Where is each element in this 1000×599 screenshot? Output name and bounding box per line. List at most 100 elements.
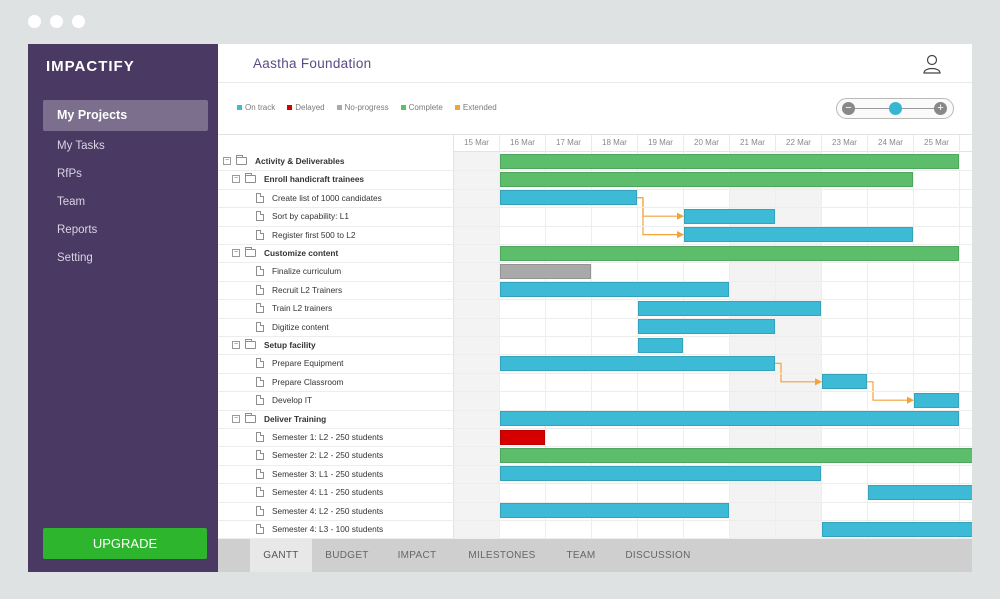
task-row[interactable]: Semester 3: L1 - 250 students <box>218 465 454 483</box>
sidebar: IMPACTIFY My Projects My Tasks RfPs Team Rep… <box>28 44 218 572</box>
tab-impact[interactable]: IMPACT <box>397 550 437 561</box>
zoom-in-icon[interactable]: + <box>934 102 947 115</box>
file-icon <box>256 432 264 442</box>
tab-gantt[interactable]: GANTT <box>250 539 312 572</box>
row-divider <box>218 464 972 466</box>
task-row[interactable]: Digitize content <box>218 318 454 336</box>
collapse-icon[interactable]: − <box>223 157 231 165</box>
task-row[interactable]: Semester 4: L2 - 250 students <box>218 502 454 520</box>
gantt-bar[interactable] <box>500 355 775 371</box>
task-row[interactable]: − Enroll handicraft trainees <box>218 170 454 188</box>
collapse-icon[interactable]: − <box>232 341 240 349</box>
gantt-bar[interactable] <box>500 429 545 445</box>
legend-swatch <box>400 105 406 110</box>
gantt-bar[interactable] <box>868 484 972 500</box>
bottom-tabs: GANTT BUDGET IMPACT MILESTONES TEAM DISCUSSIO… <box>218 539 972 572</box>
upgrade-button[interactable]: UPGRADE <box>43 528 207 559</box>
user-icon[interactable] <box>922 54 942 74</box>
day-column <box>684 152 730 539</box>
task-row[interactable]: Semester 2: L2 - 250 students <box>218 446 454 464</box>
task-row[interactable]: − Setup facility <box>218 336 454 354</box>
task-row[interactable]: Prepare Classroom <box>218 373 454 391</box>
row-divider <box>218 446 972 448</box>
task-label: Digitize content <box>272 321 329 332</box>
legend-label: Delayed <box>295 103 325 112</box>
gantt-bar[interactable] <box>500 190 637 206</box>
gantt-bar[interactable] <box>500 245 959 261</box>
gantt-bar[interactable] <box>500 447 972 463</box>
gantt-bar[interactable] <box>500 411 959 427</box>
task-row[interactable]: Prepare Equipment <box>218 354 454 372</box>
tab-budget[interactable]: BUDGET <box>325 550 369 561</box>
tab-milestones[interactable]: MILESTONES <box>468 550 536 561</box>
gantt-bar[interactable] <box>638 337 683 353</box>
zoom-handle[interactable] <box>889 102 902 115</box>
collapse-icon[interactable]: − <box>232 249 240 257</box>
sidebar-item-team[interactable]: Team <box>57 196 86 208</box>
gantt-bar[interactable] <box>500 153 959 169</box>
task-row[interactable]: Train L2 trainers <box>218 299 454 317</box>
date-label: 23 Mar <box>822 134 868 152</box>
file-icon <box>256 284 264 295</box>
dependency-arrow <box>867 381 915 404</box>
window-dot-icon[interactable] <box>50 15 63 28</box>
legend-label: No-progress <box>344 103 389 112</box>
gantt-bar[interactable] <box>822 521 972 537</box>
status-legend: On track Delayed No-progress Complete Extend… <box>237 103 497 112</box>
gantt-bar[interactable] <box>500 171 913 187</box>
zoom-slider[interactable]: − + <box>836 98 954 119</box>
tab-team[interactable]: TEAM <box>566 550 596 561</box>
task-row[interactable]: Create list of 1000 candidates <box>218 189 454 207</box>
row-divider <box>218 372 972 374</box>
gantt-bar[interactable] <box>822 374 867 390</box>
gantt-bar[interactable] <box>500 503 729 519</box>
gantt-bar[interactable] <box>638 300 821 316</box>
task-row[interactable]: − Customize content <box>218 244 454 262</box>
app-window: IMPACTIFY My Projects My Tasks RfPs Team Rep… <box>28 44 972 572</box>
gantt-bar[interactable] <box>500 466 821 482</box>
tab-discussion[interactable]: DISCUSSION <box>625 550 691 561</box>
sidebar-item-reports[interactable]: Reports <box>57 224 98 236</box>
sidebar-item-setting[interactable]: Setting <box>57 252 93 264</box>
dependency-arrow <box>637 197 685 239</box>
row-divider <box>218 409 972 411</box>
gantt-bar[interactable] <box>500 282 729 298</box>
window-dot-icon[interactable] <box>72 15 85 28</box>
task-row[interactable]: Register first 500 to L2 <box>218 226 454 244</box>
task-row[interactable]: Recruit L2 Trainers <box>218 281 454 299</box>
task-row[interactable]: − Deliver Training <box>218 410 454 428</box>
gantt-bar[interactable] <box>638 319 775 335</box>
task-row[interactable]: Semester 1: L2 - 250 students <box>218 428 454 446</box>
task-label: Recruit L2 Trainers <box>272 284 343 295</box>
task-row[interactable]: Finalize curriculum <box>218 262 454 280</box>
collapse-icon[interactable]: − <box>232 175 240 184</box>
folder-icon <box>236 155 247 165</box>
sidebar-item-rfps[interactable]: RfPs <box>57 168 82 180</box>
window-dot-icon[interactable] <box>28 15 41 28</box>
task-label: Customize content <box>264 248 339 258</box>
task-row[interactable]: Semester 4: L3 - 100 students <box>218 520 454 538</box>
sidebar-item-my-tasks[interactable]: My Tasks <box>57 140 105 152</box>
gantt-bar[interactable] <box>914 392 959 408</box>
gantt-bar[interactable] <box>684 208 775 224</box>
task-label: Enroll handicraft trainees <box>264 174 365 185</box>
task-row[interactable]: − Activity & Deliverables <box>218 152 454 170</box>
date-label: 20 Mar <box>684 134 730 152</box>
sidebar-item-my-projects[interactable]: My Projects <box>43 100 208 131</box>
gantt-bar[interactable] <box>500 263 591 279</box>
day-column <box>822 152 868 539</box>
task-row[interactable]: Sort by capability: L1 <box>218 207 454 225</box>
zoom-out-icon[interactable]: − <box>842 102 855 115</box>
day-column <box>868 152 914 539</box>
date-label: 19 Mar <box>638 134 684 152</box>
day-column <box>638 152 684 539</box>
gantt-bar[interactable] <box>684 227 913 243</box>
folder-icon <box>245 173 256 184</box>
row-divider <box>218 538 972 540</box>
collapse-icon[interactable]: − <box>232 414 240 423</box>
row-divider <box>218 317 972 319</box>
window-controls <box>28 15 85 28</box>
task-row[interactable]: Semester 4: L1 - 250 students <box>218 483 454 501</box>
task-row[interactable]: Develop IT <box>218 391 454 409</box>
task-tree: − Activity & Deliverables − Enroll handicra… <box>218 134 454 539</box>
